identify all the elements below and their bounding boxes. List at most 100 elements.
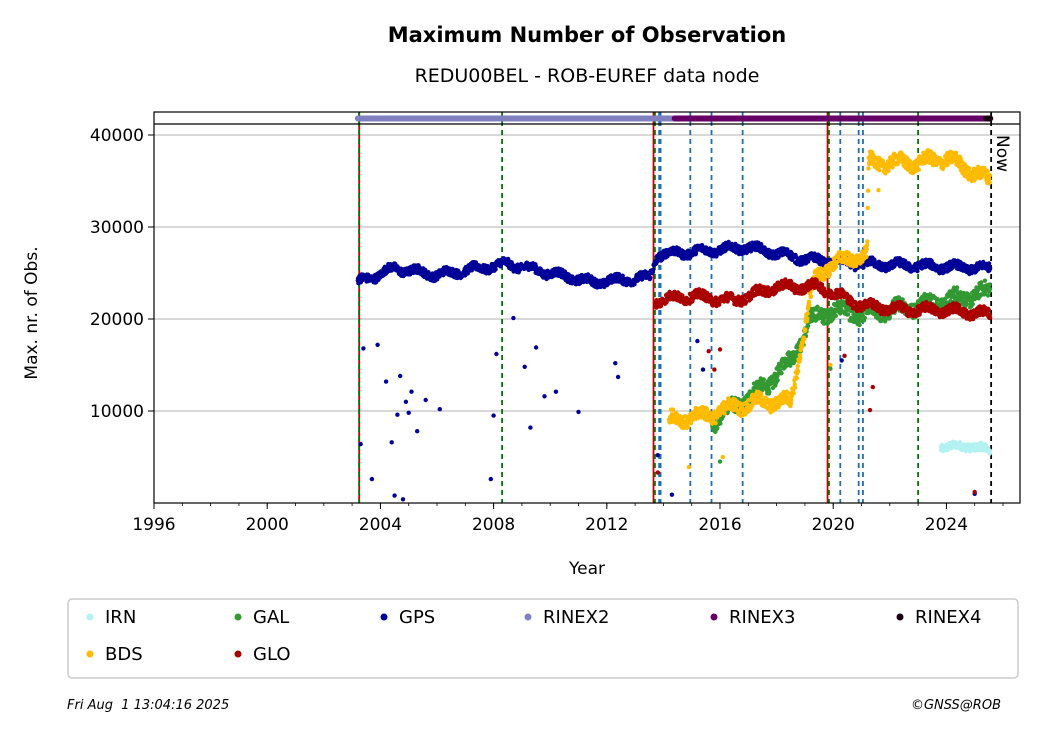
x-tick-label: 1996 bbox=[132, 515, 175, 535]
outlier-point bbox=[615, 374, 621, 380]
y-axis-label: Max. nr. of Obs. bbox=[22, 246, 42, 379]
outlier-point bbox=[383, 379, 389, 384]
outlier-point bbox=[613, 361, 618, 366]
outlier-point bbox=[828, 366, 833, 371]
outlier-point bbox=[669, 492, 675, 497]
now-label: Now bbox=[992, 135, 1012, 172]
y-tick-label: 40000 bbox=[90, 126, 144, 146]
outlier-point bbox=[542, 394, 547, 399]
data-point bbox=[798, 347, 803, 353]
data-point bbox=[983, 290, 988, 295]
data-point bbox=[865, 188, 871, 193]
data-point bbox=[896, 295, 902, 300]
legend-label: GLO bbox=[253, 644, 291, 665]
outlier-point bbox=[392, 493, 397, 498]
data-point bbox=[987, 282, 992, 287]
outlier-point bbox=[839, 358, 844, 363]
data-point bbox=[835, 299, 841, 304]
grid bbox=[154, 134, 1020, 412]
legend-marker bbox=[234, 613, 242, 621]
x-tick-label: 2000 bbox=[246, 515, 289, 535]
outlier-point bbox=[655, 453, 660, 458]
data-point bbox=[979, 280, 984, 285]
data-point bbox=[798, 356, 803, 361]
x-tick-label: 2016 bbox=[698, 515, 741, 535]
data-point bbox=[865, 239, 870, 244]
outlier-point bbox=[686, 464, 692, 470]
data-point bbox=[987, 286, 993, 292]
outlier-point bbox=[400, 497, 406, 502]
outlier-point bbox=[361, 346, 366, 351]
data-point bbox=[767, 389, 772, 395]
chart-subtitle: REDU00BEL - ROB-EUREF data node bbox=[415, 65, 760, 87]
y-tick-label: 10000 bbox=[90, 402, 144, 422]
data-point bbox=[822, 276, 827, 282]
data-point bbox=[807, 303, 812, 308]
data-point bbox=[866, 166, 871, 171]
data-point bbox=[473, 260, 479, 265]
legend-marker bbox=[896, 613, 904, 621]
outlier-point bbox=[406, 410, 411, 415]
data-point bbox=[940, 166, 945, 172]
outlier-point bbox=[403, 399, 409, 404]
data-point bbox=[713, 420, 718, 426]
outlier-point bbox=[720, 454, 725, 460]
outlier-point bbox=[717, 459, 723, 464]
y-tick-label: 30000 bbox=[90, 218, 144, 238]
outlier-point bbox=[511, 315, 516, 321]
data-point bbox=[465, 271, 470, 276]
data-point bbox=[986, 307, 991, 313]
data-point bbox=[954, 285, 960, 290]
chart-title: Maximum Number of Observation bbox=[388, 23, 787, 47]
outlier-point bbox=[522, 364, 527, 369]
outlier-point bbox=[358, 441, 363, 447]
x-axis: 1996 2000 2004 2008 2012 2016 2020 2024 bbox=[132, 503, 1004, 535]
legend-marker bbox=[524, 613, 532, 621]
data-point bbox=[966, 166, 972, 171]
x-tick-label: 2012 bbox=[585, 515, 628, 535]
legend-label: RINEX2 bbox=[543, 607, 609, 628]
outlier-point bbox=[409, 389, 414, 394]
outlier-point bbox=[533, 345, 539, 350]
plot-area: Now bbox=[153, 111, 1021, 504]
data-point bbox=[775, 378, 780, 383]
data-point bbox=[805, 311, 810, 316]
outlier-point bbox=[494, 351, 499, 357]
outlier-point bbox=[375, 342, 380, 347]
x-tick-label: 2004 bbox=[359, 515, 402, 535]
outlier-point bbox=[395, 412, 400, 417]
legend-marker bbox=[86, 650, 94, 658]
legend-label: RINEX3 bbox=[729, 607, 795, 628]
outlier-point bbox=[695, 338, 700, 344]
data-point bbox=[805, 316, 810, 321]
data-point bbox=[761, 377, 766, 382]
data-point bbox=[970, 301, 975, 307]
outlier-point bbox=[437, 407, 442, 412]
data-point bbox=[685, 425, 691, 430]
data-point bbox=[857, 322, 862, 328]
data-point bbox=[715, 425, 720, 431]
data-point bbox=[986, 261, 992, 266]
footer-timestamp: Fri Aug 1 13:04:16 2025 bbox=[67, 698, 229, 713]
data-point bbox=[987, 315, 993, 320]
data-point bbox=[789, 398, 794, 403]
outlier-point bbox=[423, 397, 428, 403]
y-axis: 10000 20000 30000 40000 bbox=[90, 126, 154, 422]
footer-credit: ©GNSS@ROB bbox=[911, 698, 1001, 713]
data-point bbox=[987, 266, 993, 271]
outlier-point bbox=[576, 409, 581, 415]
outlier-point bbox=[717, 347, 723, 352]
data-point bbox=[800, 344, 805, 349]
vertical-lines bbox=[358, 112, 993, 503]
data-point bbox=[833, 313, 838, 318]
outlier-point bbox=[655, 470, 660, 475]
data-point bbox=[808, 294, 814, 299]
data-point bbox=[987, 180, 992, 185]
legend-marker bbox=[710, 613, 718, 621]
outlier-point bbox=[528, 425, 533, 430]
data-point bbox=[805, 323, 811, 329]
data-point bbox=[803, 327, 808, 332]
y-tick-label: 20000 bbox=[90, 310, 144, 330]
data-point bbox=[985, 293, 991, 298]
data-point bbox=[779, 370, 784, 376]
